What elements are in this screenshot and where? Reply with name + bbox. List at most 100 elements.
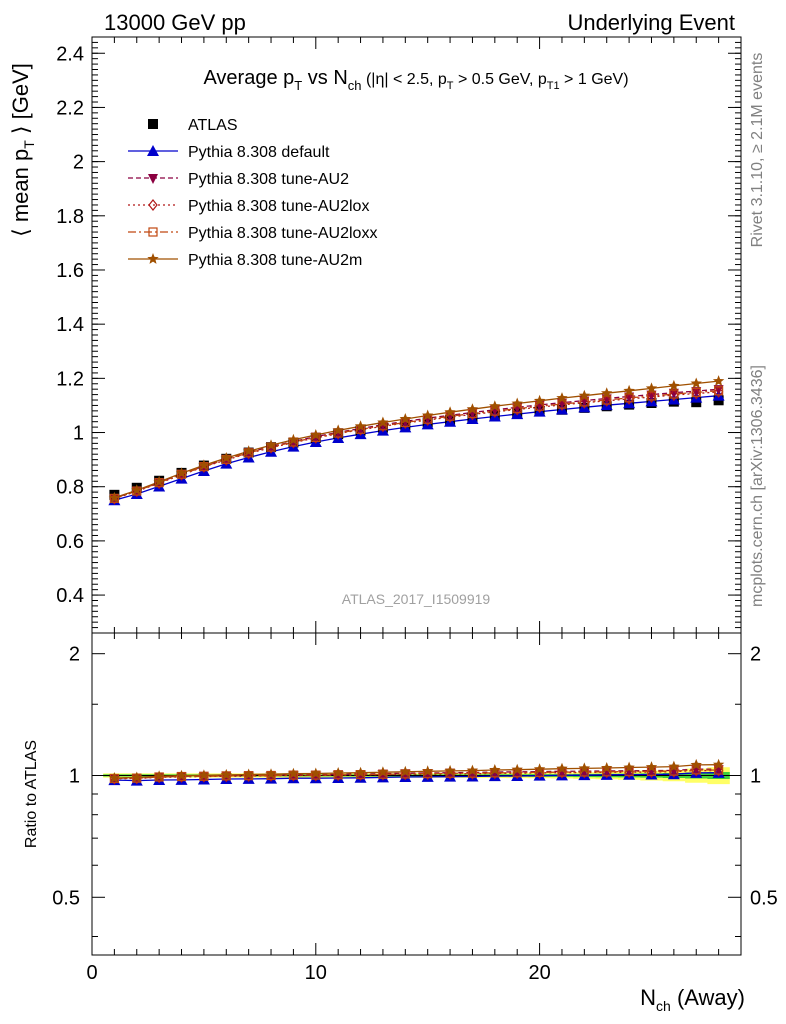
ratio-y-tick-label-left: 1: [69, 765, 80, 787]
main-axes: 0.4 0.6 0.8 1 1.2 1.4 1.6 1.8 2 2.2 2.4: [56, 36, 742, 634]
data-point-default: [645, 395, 658, 407]
legend: ATLAS Pythia 8.308 default Pythia 8.308 tu…: [128, 117, 377, 269]
analysis-watermark: ATLAS_2017_I1509919: [342, 591, 491, 607]
data-point-au2m: [712, 375, 725, 386]
data-point-au2loxx: [646, 391, 657, 401]
data-point-au2m: [556, 392, 568, 403]
data-point-au2lox: [579, 396, 590, 409]
ratio-point-au2lox: [422, 768, 433, 781]
x-axis-label: Nch (Away): [640, 985, 745, 1014]
main-y-tick-label: 1.4: [56, 314, 84, 336]
rivet-version-label: Rivet 3.1.10, ≥ 2.1M events: [749, 53, 766, 248]
ratio-point-au2lox: [467, 767, 478, 780]
main-y-axis-label: ⟨ mean pT ⟩ [GeV]: [8, 63, 37, 237]
data-point-au2loxx: [624, 393, 634, 403]
data-point-au2m: [690, 377, 702, 389]
ratio-point-au2m: [489, 764, 501, 775]
ratio-point-au2m: [399, 765, 411, 777]
x-tick-label: 10: [305, 962, 327, 984]
ratio-point-au2m: [578, 762, 591, 774]
x-tick-label: 20: [528, 962, 550, 984]
legend-label-data: ATLAS: [188, 117, 238, 134]
data-point-au2loxx: [691, 387, 701, 398]
data-point-au2lox: [646, 391, 657, 403]
ratio-point-au2m: [332, 767, 344, 778]
ratio-point-au2m: [466, 764, 479, 776]
ratio-point-au2m: [310, 767, 322, 779]
data-point-au2m: [377, 416, 389, 428]
data-point-au2m: [287, 433, 300, 445]
data-point-au2m: [310, 429, 322, 440]
ratio-line-au2m: [114, 764, 719, 779]
data-point-au2lox: [266, 441, 276, 454]
ratio-point-au2m: [533, 763, 546, 775]
data-point-au2m: [601, 387, 613, 399]
ratio-point-au2m: [645, 761, 658, 772]
ratio-y-tick-label-left: 0.5: [52, 887, 80, 909]
ratio-point-au2lox: [400, 768, 411, 781]
legend-label-au2: Pythia 8.308 tune-AU2: [188, 171, 349, 188]
header-beam-label: 13000 GeV pp: [104, 10, 246, 35]
ratio-point-au2m: [422, 765, 434, 777]
data-point-au2lox: [288, 436, 299, 449]
data-point-au2m: [489, 400, 501, 412]
data-point-au2lox: [691, 387, 702, 400]
data-point-au2m: [422, 409, 434, 421]
data-point-au2: [713, 385, 724, 396]
ratio-point-au2m: [287, 767, 300, 779]
data-point-au2m: [242, 445, 255, 457]
series-line-default: [114, 395, 719, 501]
ratio-point-au2lox: [713, 764, 724, 777]
ratio-y-tick-label-right: 2: [750, 644, 761, 666]
main-y-tick-label: 2.2: [56, 97, 84, 119]
ratio-y-tick-label-left: 2: [69, 644, 80, 666]
series-line-au2m: [114, 380, 719, 499]
data-point-au2lox: [713, 385, 724, 398]
main-y-tick-label: 0.4: [56, 585, 84, 607]
ratio-point-au2lox: [378, 768, 388, 781]
main-y-tick-label: 0.8: [56, 477, 84, 499]
data-point-au2m: [220, 452, 232, 463]
data-point-au2: [691, 387, 702, 398]
ratio-point-au2m: [377, 766, 389, 778]
data-point-au2m: [354, 420, 367, 432]
data-point-au2m: [332, 424, 344, 436]
ratio-point-au2m: [511, 763, 523, 775]
data-point-au2m: [623, 384, 635, 396]
data-point-default: [690, 391, 703, 403]
data-point-au2m: [108, 491, 121, 503]
ratio-line-au2loxx: [114, 769, 719, 780]
data-point-au2m: [265, 439, 277, 451]
data-point-au2m: [533, 394, 546, 406]
legend-label-au2m: Pythia 8.308 tune-AU2m: [188, 252, 362, 269]
ratio-axes: 0 10 20 0.5 0.5 1 1 2 2: [52, 633, 778, 984]
ratio-point-au2m: [712, 758, 725, 770]
series-line-au2: [114, 388, 719, 499]
data-point-au2lox: [534, 401, 545, 414]
data-point-au2m: [668, 379, 680, 391]
ratio-point-au2m: [108, 772, 121, 783]
data-point-au2: [668, 388, 679, 399]
ratio-point-au2m: [601, 762, 613, 773]
legend-marker-au2lox: [148, 199, 158, 211]
series-line-au2loxx: [114, 390, 719, 500]
main-y-tick-label: 0.6: [56, 531, 84, 553]
data-point-au2lox: [311, 431, 321, 444]
ratio-point-au2m: [354, 766, 367, 778]
data-point-au2loxx: [669, 389, 679, 399]
data-point-au2m: [578, 389, 591, 401]
data-point-au2m: [153, 475, 165, 487]
main-y-tick-label: 1.2: [56, 368, 84, 390]
data-point-au2loxx: [602, 395, 612, 405]
ratio-point-au2m: [668, 760, 680, 772]
ratio-panel-frame: [91, 632, 742, 956]
ratio-point-au2lox: [445, 767, 455, 780]
ratio-point-au2m: [623, 761, 635, 773]
ratio-point-au2m: [265, 768, 277, 779]
ratio-y-tick-label-right: 1: [750, 765, 761, 787]
legend-label-au2loxx: Pythia 8.308 tune-AU2loxx: [188, 225, 377, 242]
main-y-tick-label: 1.6: [56, 260, 84, 282]
legend-marker-au2m: [147, 253, 159, 264]
ratio-y-axis-label: Ratio to ATLAS: [23, 740, 40, 848]
